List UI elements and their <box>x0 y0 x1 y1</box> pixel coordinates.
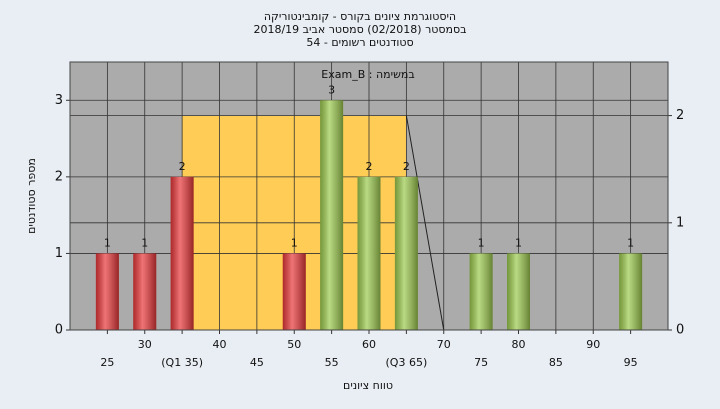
y2-tick-label: 2 <box>676 108 684 123</box>
bar-shade <box>357 176 381 330</box>
bar-shade <box>170 176 194 330</box>
x-tick-label: 40 <box>213 338 227 351</box>
bar-shade <box>133 253 157 330</box>
x-axis-label: טווח ציונים <box>343 379 393 392</box>
value-label: 1 <box>291 236 298 249</box>
y-tick-label: 3 <box>55 93 63 108</box>
y-tick-label: 1 <box>55 246 63 261</box>
y2-tick-label: 0 <box>676 323 684 338</box>
value-label: 1 <box>141 236 148 249</box>
x-tick-label: 85 <box>549 356 563 369</box>
x-tick-label: (Q1 35) <box>161 356 203 369</box>
x-tick-label: 30 <box>138 338 152 351</box>
bar-shade <box>394 176 418 330</box>
value-label: 1 <box>627 236 634 249</box>
value-label: 1 <box>478 236 485 249</box>
x-tick-label: 75 <box>474 356 488 369</box>
value-label: 2 <box>366 160 373 173</box>
bar-shade <box>282 253 306 330</box>
value-label: 1 <box>515 236 522 249</box>
value-label: 3 <box>328 83 335 96</box>
x-tick-label: 50 <box>287 338 301 351</box>
bar-shade <box>95 253 119 330</box>
bar-shade <box>507 253 530 330</box>
annotation: במשימה : Exam_B <box>321 68 414 81</box>
x-tick-label: 70 <box>437 338 451 351</box>
y-tick-label: 0 <box>55 323 63 338</box>
bar-shade <box>619 253 643 330</box>
x-tick-label: 25 <box>100 356 114 369</box>
value-label: 2 <box>179 160 186 173</box>
y2-tick-label: 1 <box>676 215 684 230</box>
x-tick-label: 45 <box>250 356 264 369</box>
plot-border <box>69 61 669 331</box>
bar-shade <box>469 253 493 330</box>
x-tick-label: 90 <box>586 338 600 351</box>
x-tick-label: (Q3 65) <box>386 356 428 369</box>
y-axis-label: מספר סטודנטים <box>25 158 38 234</box>
x-tick-label: 95 <box>624 356 638 369</box>
quartile-edge <box>405 115 445 331</box>
value-label: 2 <box>403 160 410 173</box>
x-tick-label: 55 <box>325 356 339 369</box>
y-tick-label: 2 <box>55 169 63 184</box>
chart-title: היסטוגרמת ציונים בקורס - קומבינטוריקה <box>264 10 456 23</box>
bar-shade <box>320 100 344 331</box>
x-tick-label: 80 <box>512 338 526 351</box>
chart-subtitle: סטודנטים רשומים - 54 <box>306 36 413 49</box>
x-tick-label: 60 <box>362 338 376 351</box>
chart-subtitle: בסמסטר (02/2018) סמסטר אביב 2018/19 <box>253 23 466 36</box>
value-label: 1 <box>104 236 111 249</box>
